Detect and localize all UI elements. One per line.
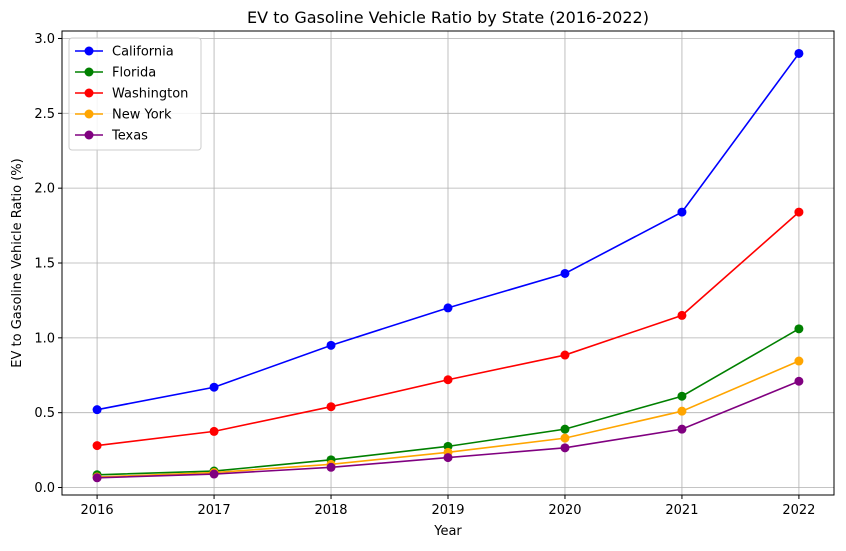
data-point-new-york: [794, 356, 804, 366]
x-tick-label: 2019: [431, 503, 464, 518]
x-tick-label: 2016: [81, 503, 114, 518]
data-point-california: [560, 268, 570, 278]
x-axis-label: Year: [433, 524, 462, 539]
y-tick-label: 1.5: [34, 257, 55, 272]
legend-label: California: [112, 45, 174, 60]
series-texas: [92, 376, 804, 483]
y-axis-label: EV to Gasoline Vehicle Ratio (%): [10, 158, 25, 367]
chart-title: EV to Gasoline Vehicle Ratio by State (2…: [247, 8, 649, 27]
legend-item-texas: Texas: [75, 129, 148, 144]
data-point-california: [794, 48, 804, 58]
data-point-california: [209, 382, 219, 392]
y-tick-label: 1.0: [34, 331, 55, 346]
legend-item-new-york: New York: [75, 108, 172, 123]
data-point-texas: [443, 453, 453, 463]
legend-item-washington: Washington: [75, 87, 188, 102]
data-point-washington: [92, 441, 102, 451]
data-point-new-york: [677, 406, 687, 416]
legend-label: Florida: [112, 66, 156, 81]
legend-label: Washington: [112, 87, 188, 102]
legend-marker: [84, 67, 94, 77]
series-washington: [92, 207, 804, 451]
legend-marker: [84, 88, 94, 98]
x-tick-label: 2018: [314, 503, 347, 518]
y-tick-label: 2.0: [34, 182, 55, 197]
legend-item-florida: Florida: [75, 66, 156, 81]
data-point-washington: [443, 375, 453, 385]
legend-box: [68, 37, 202, 151]
legend-label: New York: [112, 108, 172, 123]
y-tick-label: 2.5: [34, 107, 55, 122]
data-point-texas: [209, 469, 219, 479]
data-point-washington: [794, 207, 804, 217]
y-tick-label: 0.5: [34, 406, 55, 421]
data-point-california: [326, 340, 336, 350]
series-california: [92, 48, 804, 415]
data-point-florida: [677, 391, 687, 401]
data-point-washington: [560, 350, 570, 360]
data-point-new-york: [560, 433, 570, 443]
y-tick-label: 3.0: [34, 32, 55, 47]
legend-marker: [84, 130, 94, 140]
data-point-florida: [560, 424, 570, 434]
data-point-florida: [794, 324, 804, 334]
x-tick-label: 2020: [548, 503, 581, 518]
data-point-texas: [794, 376, 804, 386]
x-tick-label: 2021: [665, 503, 698, 518]
data-point-california: [443, 303, 453, 313]
data-point-texas: [560, 443, 570, 453]
legend-marker: [84, 109, 94, 119]
data-point-washington: [326, 402, 336, 412]
series-layer: [92, 48, 804, 483]
data-point-texas: [677, 424, 687, 434]
data-point-texas: [92, 473, 102, 483]
data-point-texas: [326, 462, 336, 472]
y-tick-label: 0.0: [34, 481, 55, 496]
data-point-california: [92, 405, 102, 415]
data-point-washington: [677, 310, 687, 320]
grid: [62, 31, 834, 495]
x-ticks: 2016 2017 2018 2019 2020 2021 2022: [81, 495, 815, 518]
x-tick-label: 2022: [782, 503, 815, 518]
legend: California Florida Washington New York Texas: [68, 37, 202, 151]
legend-label: Texas: [111, 129, 148, 144]
legend-marker: [84, 46, 94, 56]
data-point-washington: [209, 426, 219, 436]
y-ticks: 0.0 0.5 1.0 1.5 2.0 2.5 3.0: [34, 32, 62, 496]
legend-item-california: California: [75, 45, 174, 60]
x-tick-label: 2017: [198, 503, 231, 518]
data-point-california: [677, 207, 687, 217]
